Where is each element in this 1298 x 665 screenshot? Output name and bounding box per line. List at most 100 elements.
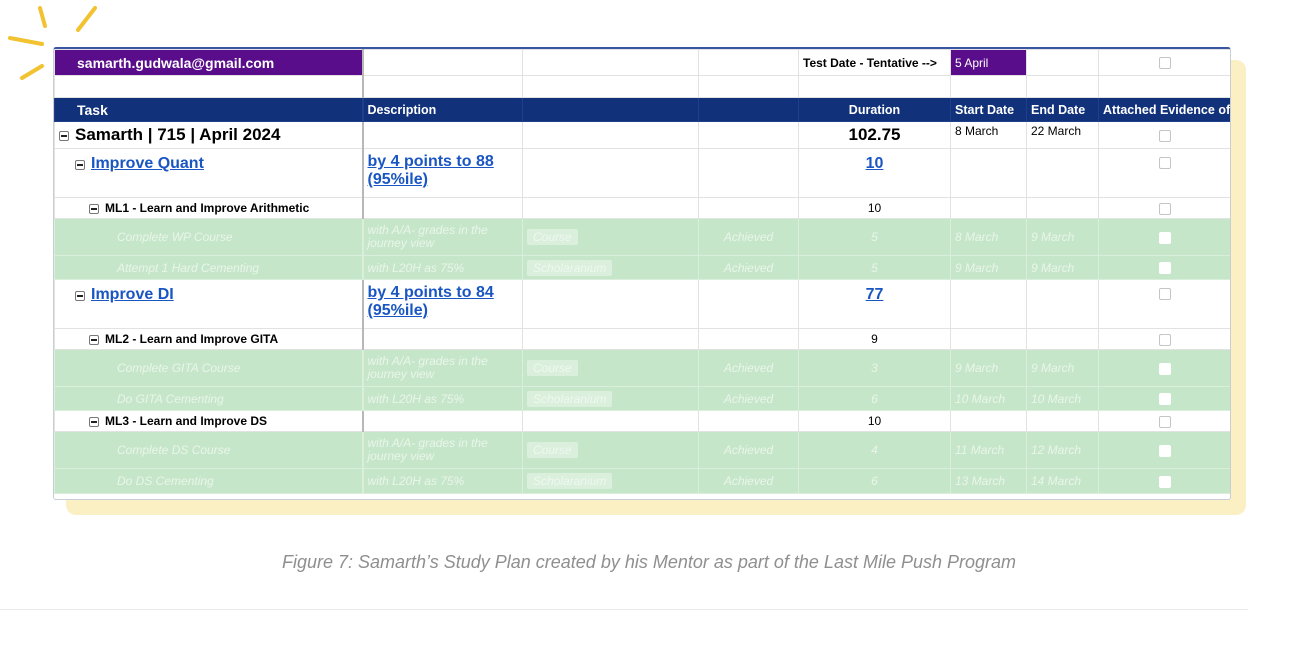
checkbox[interactable] [1158,475,1171,488]
test-date-label[interactable]: Test Date - Tentative --> [798,49,951,76]
tag-cell[interactable]: Course [522,349,699,387]
start-date-cell[interactable]: 8 March [950,121,1027,149]
status-cell[interactable]: Achieved [698,218,799,256]
description-cell[interactable]: with L20H as 75% [362,468,523,494]
tag-cell[interactable]: Scholaranium [522,468,699,494]
collapse-icon[interactable] [89,203,99,214]
empty-cell[interactable] [362,328,523,350]
duration-cell[interactable]: 4 [798,431,951,469]
description-cell[interactable]: with A/A- grades in the journey view [362,349,523,387]
start-date-cell[interactable]: 9 March [950,255,1027,280]
end-date-cell[interactable]: 22 March [1026,121,1099,149]
checkbox[interactable] [1158,333,1171,346]
empty-cell[interactable] [362,410,523,432]
checkbox[interactable] [1158,202,1171,215]
col-description[interactable]: Description [362,97,523,122]
checkbox[interactable] [1158,287,1171,300]
empty-cell[interactable] [522,121,699,149]
start-date-cell[interactable]: 8 March [950,218,1027,256]
task-cell[interactable]: Complete GITA Course [54,349,364,387]
description-cell[interactable]: with L20H as 75% [362,386,523,411]
empty-cell[interactable] [698,197,799,219]
end-date-cell[interactable]: 9 March [1026,218,1099,256]
status-cell[interactable]: Achieved [698,349,799,387]
empty-cell[interactable] [698,75,799,98]
empty-cell[interactable] [950,279,1027,329]
duration-link[interactable]: 10 [865,155,884,172]
user-email[interactable]: samarth.gudwala@gmail.com [54,49,364,76]
tag-cell[interactable]: Course [522,431,699,469]
empty-cell[interactable] [698,328,799,350]
task-cell[interactable]: Do GITA Cementing [54,386,364,411]
empty-cell[interactable] [54,75,364,98]
empty-cell[interactable] [1026,410,1099,432]
empty-cell[interactable] [698,49,799,76]
goal-link[interactable]: Improve DI [91,286,174,303]
start-date-cell[interactable]: 9 March [950,349,1027,387]
empty-cell[interactable] [522,279,699,329]
empty-cell[interactable] [522,148,699,198]
task-cell[interactable]: Samarth | 715 | April 2024 [54,121,364,149]
empty-cell[interactable] [1026,197,1099,219]
end-date-cell[interactable]: 9 March [1026,255,1099,280]
empty-cell[interactable] [1026,75,1099,98]
duration-cell[interactable]: 10 [798,197,951,219]
checkbox[interactable] [1158,129,1171,142]
task-cell[interactable]: Attempt 1 Hard Cementing [54,255,364,280]
empty-cell[interactable] [362,49,523,76]
tag-cell[interactable]: Scholaranium [522,386,699,411]
empty-cell[interactable] [522,197,699,219]
status-cell[interactable]: Achieved [698,386,799,411]
checkbox[interactable] [1158,156,1171,169]
duration-cell[interactable]: 5 [798,255,951,280]
empty-cell[interactable] [950,148,1027,198]
empty-cell[interactable] [522,328,699,350]
empty-cell[interactable] [698,121,799,149]
empty-cell[interactable] [698,279,799,329]
duration-link[interactable]: 77 [865,286,884,303]
status-cell[interactable]: Achieved [698,468,799,494]
empty-cell[interactable] [1026,328,1099,350]
empty-cell[interactable] [698,148,799,198]
task-cell[interactable]: ML1 - Learn and Improve Arithmetic [54,197,364,219]
task-cell[interactable]: Complete DS Course [54,431,364,469]
empty-cell[interactable] [522,410,699,432]
test-date-value[interactable]: 5 April [950,49,1027,76]
checkbox[interactable] [1158,262,1171,275]
collapse-icon[interactable] [59,130,69,141]
task-cell[interactable]: Complete WP Course [54,218,364,256]
empty-cell[interactable] [798,75,951,98]
duration-cell[interactable]: 102.75 [798,121,951,149]
collapse-icon[interactable] [89,334,99,345]
task-cell[interactable]: ML3 - Learn and Improve DS [54,410,364,432]
collapse-icon[interactable] [75,290,85,301]
empty-cell[interactable] [950,328,1027,350]
task-cell[interactable]: ML2 - Learn and Improve GITA [54,328,364,350]
duration-cell[interactable]: 9 [798,328,951,350]
start-date-cell[interactable]: 10 March [950,386,1027,411]
empty-cell[interactable] [1026,49,1099,76]
tag-cell[interactable]: Course [522,218,699,256]
task-cell[interactable]: Do DS Cementing [54,468,364,494]
description-cell[interactable]: with A/A- grades in the journey view [362,218,523,256]
col-duration[interactable]: Duration [798,97,951,122]
duration-cell[interactable]: 6 [798,386,951,411]
empty-cell[interactable] [950,410,1027,432]
goal-link[interactable]: Improve Quant [91,155,204,172]
end-date-cell[interactable]: 9 March [1026,349,1099,387]
col-task[interactable]: Task [54,97,364,122]
empty-cell[interactable] [362,75,523,98]
collapse-icon[interactable] [75,159,85,170]
start-date-cell[interactable]: 11 March [950,431,1027,469]
tag-cell[interactable]: Scholaranium [522,255,699,280]
goal-description-link[interactable]: by 4 points to 84 (95%ile) [367,284,494,319]
col-blank[interactable] [522,97,699,122]
checkbox[interactable] [1158,415,1171,428]
checkbox[interactable] [1158,231,1171,244]
empty-cell[interactable] [362,197,523,219]
description-cell[interactable]: with A/A- grades in the journey view [362,431,523,469]
col-end-date[interactable]: End Date [1026,97,1099,122]
end-date-cell[interactable]: 12 March [1026,431,1099,469]
empty-cell[interactable] [1026,148,1099,198]
description-cell[interactable]: with L20H as 75% [362,255,523,280]
